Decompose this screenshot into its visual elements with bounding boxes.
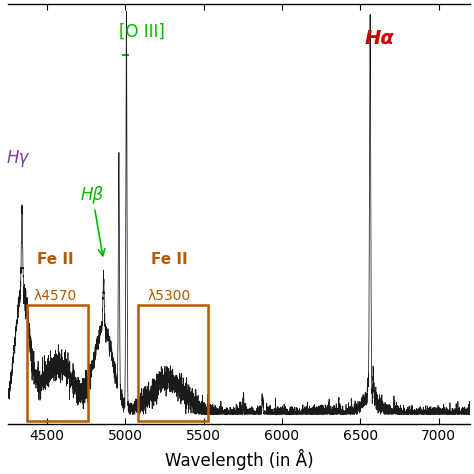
Text: λ4570: λ4570 [33, 290, 76, 303]
Text: [O III]: [O III] [119, 22, 165, 40]
Text: Fe II: Fe II [36, 252, 73, 267]
Text: λ5300: λ5300 [147, 290, 191, 303]
Text: Fe II: Fe II [151, 252, 188, 267]
Text: Hβ: Hβ [81, 186, 105, 256]
Bar [138, 305, 208, 421]
Text: Hα: Hα [364, 29, 394, 48]
Text: Hγ: Hγ [6, 149, 28, 167]
Bar [27, 305, 88, 421]
X-axis label: Wavelength (in Å): Wavelength (in Å) [164, 449, 313, 470]
